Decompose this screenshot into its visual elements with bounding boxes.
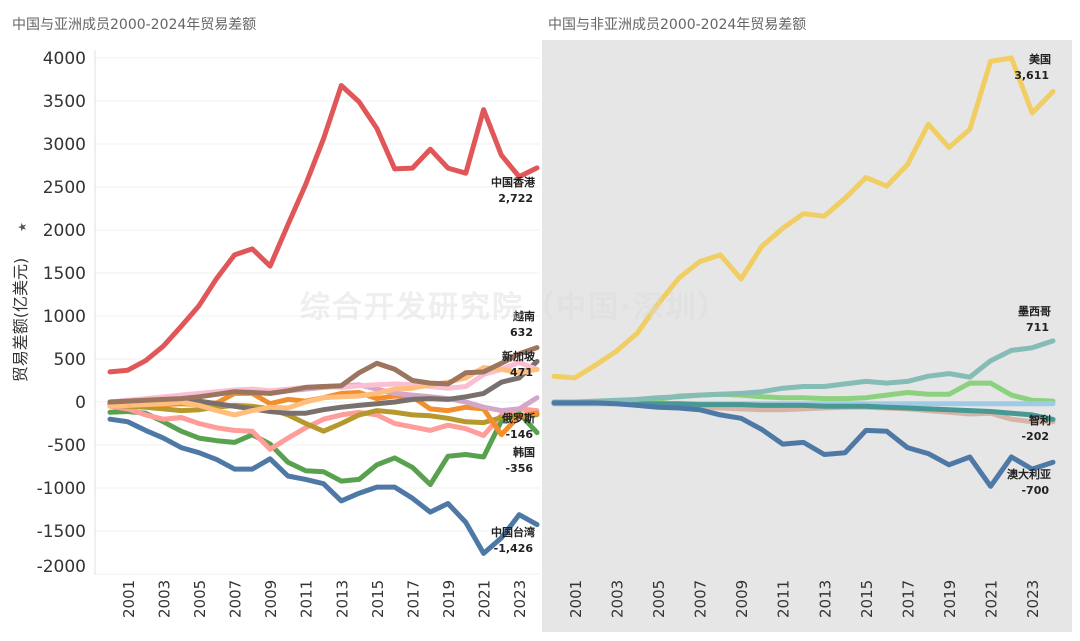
y-tick-label: 0 — [75, 393, 86, 413]
x-tick-label: 2003 — [155, 580, 173, 618]
y-tick-label: 500 — [54, 350, 86, 370]
series-name-label: 俄罗斯 — [501, 411, 535, 425]
series-value-label: -202 — [1021, 430, 1049, 443]
series-name-label: 智利 — [1029, 413, 1051, 427]
series-name-label: 韩国 — [513, 445, 535, 459]
y-tick-label: 4000 — [43, 49, 86, 69]
x-tick-label: 2021 — [983, 580, 1001, 618]
x-tick-label: 2003 — [608, 580, 626, 618]
y-tick-label: -500 — [47, 436, 86, 456]
x-tick-label: 2017 — [899, 580, 917, 618]
series-line-越南 — [107, 345, 540, 405]
x-tick-label: 2009 — [262, 580, 280, 618]
x-tick-label: 2007 — [227, 580, 245, 618]
y-tick-label: 2000 — [43, 221, 86, 241]
series-name-label: 美国 — [1029, 52, 1051, 66]
series-value-label: 632 — [510, 326, 533, 339]
series-line-韩国 — [107, 409, 540, 488]
series-name-label: 中国台湾 — [491, 525, 535, 539]
series-name-label: 越南 — [512, 309, 535, 323]
x-tick-label: 2023 — [511, 580, 529, 618]
x-tick-label: 2015 — [369, 580, 387, 618]
series-value-label: -700 — [1021, 484, 1049, 497]
series-line-澳大利亚 — [551, 400, 1056, 489]
x-tick-label: 2005 — [191, 580, 209, 618]
y-tick-label: 3500 — [43, 92, 86, 112]
series-line-美国 — [551, 55, 1056, 381]
chart-1: 2001 2003 2005 2007 2009 2011 2013 2015 2017 2019… — [542, 40, 1072, 632]
y-tick-label: 3000 — [43, 135, 86, 155]
series-value-label: 471 — [510, 366, 533, 379]
y-tick-label: -1500 — [37, 522, 86, 542]
series-value-label: 711 — [1026, 321, 1049, 334]
series-line-中国香港 — [107, 83, 540, 375]
watermark: 综合开发研究院（中国·深圳） — [300, 290, 730, 325]
sort-icon[interactable]: ★ — [16, 222, 29, 232]
x-tick-label: 2001 — [567, 580, 585, 618]
y-tick-label: 2500 — [43, 178, 86, 198]
panel-background — [542, 40, 1072, 632]
series-value-label: -1,426 — [494, 542, 534, 555]
y-tick-label: -1000 — [37, 479, 86, 499]
x-tick-label: 2019 — [440, 580, 458, 618]
series-line-俄罗斯 — [107, 402, 540, 434]
x-tick-label: 2005 — [650, 580, 668, 618]
x-tick-label: 2015 — [858, 580, 876, 618]
series-name-label: 中国香港 — [491, 175, 536, 189]
right-chart-title: 中国与非亚洲成员2000-2024年贸易差额 — [548, 17, 807, 33]
x-tick-label: 2023 — [1024, 580, 1042, 618]
series-line-series-3 — [107, 403, 540, 452]
series-value-label: 2,722 — [498, 192, 533, 205]
series-value-label: -146 — [505, 428, 533, 441]
series-line-墨西哥 — [551, 338, 1056, 405]
y-tick-label: -2000 — [37, 557, 86, 577]
x-tick-label: 2011 — [298, 580, 316, 618]
x-tick-label: 2021 — [476, 580, 494, 618]
x-tick-label: 2013 — [333, 580, 351, 618]
x-tick-label: 2011 — [775, 580, 793, 618]
x-tick-label: 2013 — [816, 580, 834, 618]
series-line-中国台湾 — [107, 416, 540, 556]
series-name-label: 澳大利亚 — [1007, 467, 1051, 481]
x-tick-label: 2017 — [404, 580, 422, 618]
chart-0: 4000 3500 3000 2500 2000 1500 1000 500 0 -500 -100… — [11, 49, 540, 618]
series-value-label: 3,611 — [1014, 69, 1049, 82]
x-tick-label: 2001 — [120, 580, 138, 618]
series-value-label: -356 — [505, 462, 533, 475]
x-tick-label: 2007 — [692, 580, 710, 618]
series-name-label: 墨西哥 — [1018, 305, 1051, 318]
left-chart-title: 中国与亚洲成员2000-2024年贸易差额 — [12, 17, 257, 33]
series-name-label: 新加坡 — [502, 349, 536, 363]
x-tick-label: 2009 — [733, 580, 751, 618]
y-axis-label: 贸易差额(亿美元) — [11, 258, 30, 383]
y-tick-label: 1500 — [43, 264, 86, 284]
x-tick-label: 2019 — [941, 580, 959, 618]
series-line-series-9 — [107, 365, 540, 418]
y-tick-label: 1000 — [43, 307, 86, 327]
